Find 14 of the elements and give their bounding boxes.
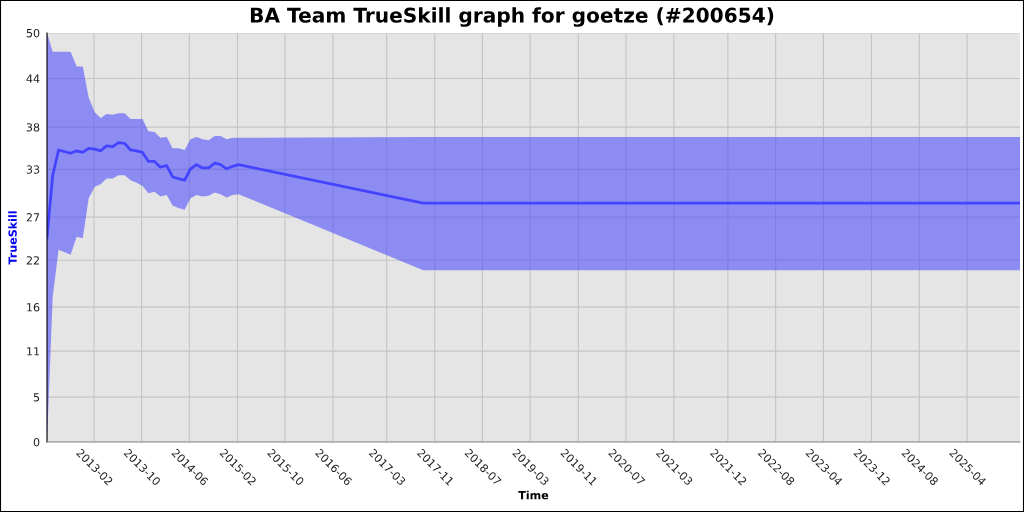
line-series <box>47 141 1020 239</box>
y-tick-label: 33 <box>26 165 40 174</box>
y-tick-label: 22 <box>26 256 39 265</box>
y-tick-label: 27 <box>26 213 40 222</box>
y-tick-label: 50 <box>26 28 40 38</box>
y-tick-label: 11 <box>27 347 40 356</box>
y-tick-label: 16 <box>27 303 40 312</box>
y-tick-label: 38 <box>26 123 40 132</box>
x-axis-title: Time <box>518 490 549 500</box>
chart-title: BA Team TrueSkill graph for goetze (#200654) <box>250 7 774 27</box>
y-tick-label: 0 <box>33 437 40 447</box>
y-tick-label: 44 <box>26 74 40 83</box>
y-tick-label: 5 <box>33 393 40 402</box>
y-axis-title: TrueSkill <box>8 211 17 265</box>
